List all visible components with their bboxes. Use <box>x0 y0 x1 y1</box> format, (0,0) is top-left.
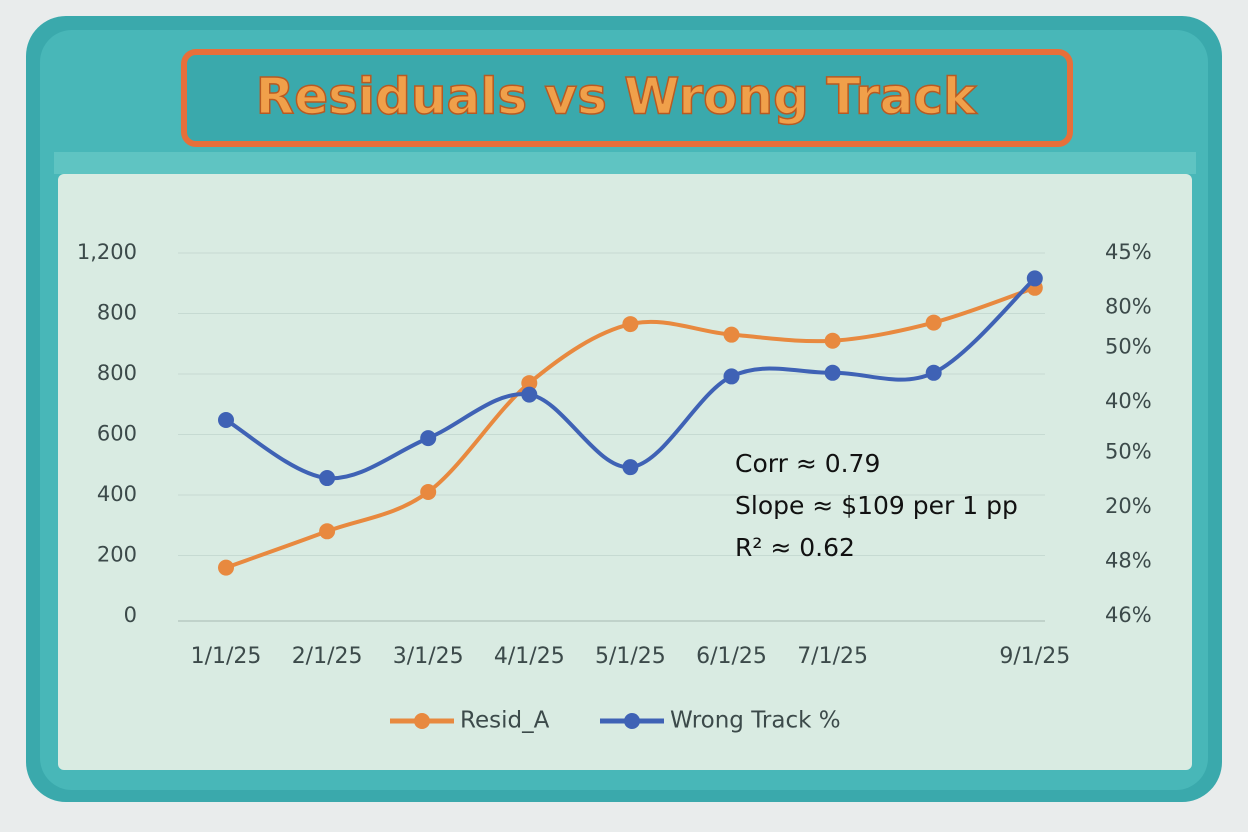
y-tick-label: 200 <box>97 543 137 567</box>
data-point <box>824 364 841 381</box>
y2-tick-label: 48% <box>1105 549 1152 573</box>
annotation: R² ≈ 0.62 <box>735 533 855 562</box>
frame-shelf <box>54 152 1196 174</box>
data-point <box>420 430 437 447</box>
annotation: Slope ≈ $109 per 1 pp <box>735 491 1018 520</box>
data-point <box>824 332 841 349</box>
title-box <box>181 49 1073 147</box>
x-tick-label: 5/1/25 <box>595 644 666 669</box>
data-point <box>218 559 234 576</box>
y-tick-label: 600 <box>97 422 137 446</box>
data-point <box>723 326 740 343</box>
y-tick-label: 400 <box>97 482 137 506</box>
x-tick-label: 1/1/25 <box>191 644 262 669</box>
legend-label: Wrong Track % <box>670 708 841 734</box>
y-tick-label: 0 <box>124 603 137 627</box>
y-tick-label: 800 <box>97 301 137 325</box>
data-point <box>1026 270 1043 287</box>
x-tick-label: 2/1/25 <box>292 644 363 669</box>
x-tick-label: 7/1/25 <box>797 644 868 669</box>
y-tick-label: 800 <box>97 361 137 385</box>
data-point <box>521 375 538 392</box>
annotation: Corr ≈ 0.79 <box>735 449 880 478</box>
data-point <box>622 459 639 476</box>
x-tick-label: 9/1/25 <box>999 644 1070 669</box>
y2-tick-label: 40% <box>1105 389 1152 413</box>
legend-marker <box>624 713 640 729</box>
data-point <box>521 386 538 403</box>
y-tick-label: 1,200 <box>77 240 137 264</box>
data-point <box>319 470 336 487</box>
x-tick-label: 4/1/25 <box>494 644 565 669</box>
legend-marker <box>414 713 430 729</box>
x-tick-label: 6/1/25 <box>696 644 767 669</box>
data-point <box>622 316 639 333</box>
data-point <box>723 368 740 385</box>
y2-tick-label: 50% <box>1105 334 1152 358</box>
legend-label: Resid_A <box>460 708 550 734</box>
data-point <box>319 523 336 540</box>
data-point <box>218 411 234 428</box>
x-tick-label: 3/1/25 <box>393 644 464 669</box>
y2-tick-label: 20% <box>1105 494 1152 518</box>
y2-tick-label: 80% <box>1105 294 1152 318</box>
data-point <box>925 314 942 331</box>
data-point <box>420 483 437 500</box>
y2-tick-label: 46% <box>1105 603 1152 627</box>
data-point <box>925 364 942 381</box>
chart-title: Residuals vs Wrong Track <box>256 68 978 126</box>
y2-tick-label: 45% <box>1105 240 1152 264</box>
y2-tick-label: 50% <box>1105 440 1152 464</box>
